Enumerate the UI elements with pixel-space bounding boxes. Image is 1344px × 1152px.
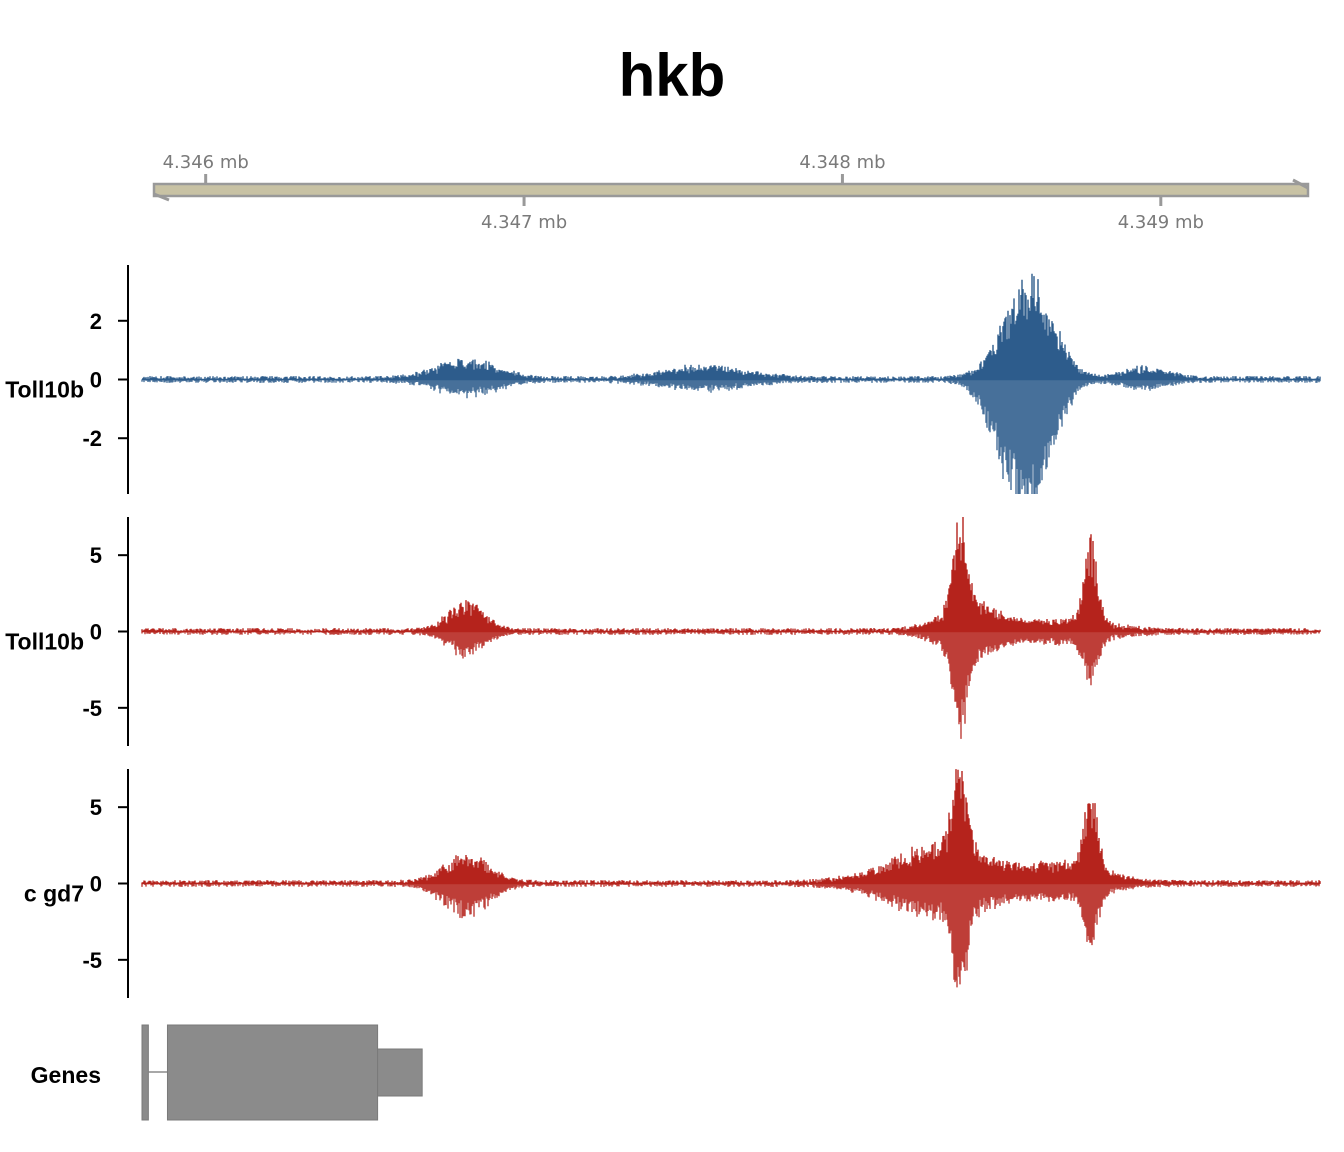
track-y-tick-label: 5	[90, 543, 102, 568]
signal-positive-strand	[141, 517, 1321, 632]
signal-positive-strand	[141, 769, 1321, 884]
genome-axis-tick-label: 4.346 mb	[163, 152, 249, 173]
genome-axis-tick-label: 4.348 mb	[799, 152, 885, 173]
gene-utr	[377, 1048, 423, 1097]
track-y-tick-label: 0	[90, 872, 102, 897]
genes-track-label: Genes	[31, 1062, 101, 1088]
signal-negative-strand	[141, 631, 1321, 739]
genome-axis: 4.346 mb 4.347 mb 4.348 mb 4.349 mb	[152, 152, 1310, 233]
chart-title: hkb	[619, 42, 726, 109]
track-y-tick-label: 0	[90, 368, 102, 393]
track-label: c gd7	[24, 881, 84, 907]
signal-negative-strand	[141, 883, 1321, 988]
signal-track-2: 5 0 -5 Toll10b	[5, 517, 1321, 746]
gene-exon	[141, 1024, 149, 1121]
track-y-tick-label: 5	[90, 795, 102, 820]
genome-axis-tick-label: 4.349 mb	[1118, 212, 1204, 233]
genome-axis-left-arrow	[153, 192, 170, 202]
track-y-tick-label: -5	[82, 948, 102, 973]
genome-axis-bar	[152, 182, 1310, 198]
track-label: Toll10b	[5, 377, 84, 403]
track-y-tick-label: 0	[90, 620, 102, 645]
signal-positive-strand	[141, 273, 1321, 380]
track-y-tick-label: -2	[82, 426, 102, 451]
genome-axis-tick-label: 4.347 mb	[481, 212, 567, 233]
signal-negative-strand	[141, 379, 1321, 494]
signal-track-3: 5 0 -5 c gd7	[24, 769, 1321, 998]
genome-axis-right-arrow	[1292, 178, 1309, 190]
track-y-tick-label: 2	[90, 309, 102, 334]
gene-cds	[166, 1024, 379, 1121]
track-y-tick-label: -5	[82, 696, 102, 721]
signal-track-1: 2 0 -2 Toll10b	[5, 265, 1321, 494]
track-label: Toll10b	[5, 629, 84, 655]
